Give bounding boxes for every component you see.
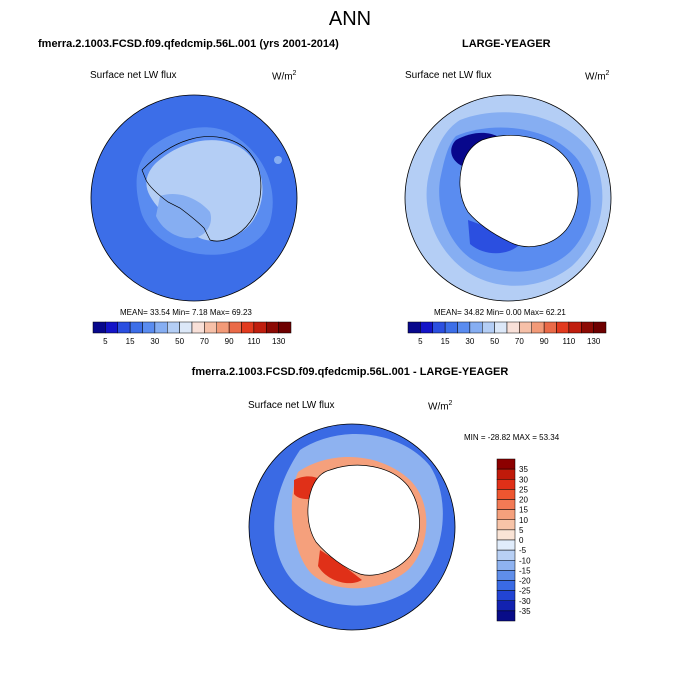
colorbar-tick-label: 5 xyxy=(418,337,423,346)
colorbar-box xyxy=(497,459,515,469)
colorbar-box xyxy=(266,322,278,333)
colorbar-box xyxy=(497,581,515,591)
right-colorbar: 5 15 30 50 70 90 110 130 xyxy=(408,322,606,346)
colorbar-box xyxy=(93,322,105,333)
colorbar-tick-label: 5 xyxy=(103,337,108,346)
colorbar-tick-label: -10 xyxy=(519,556,531,565)
colorbar-box xyxy=(497,520,515,530)
colorbar-box xyxy=(279,322,291,333)
colorbar-box xyxy=(497,510,515,520)
colorbar-box xyxy=(497,469,515,479)
colorbar-tick-label: 15 xyxy=(441,337,450,346)
colorbar-box xyxy=(420,322,432,333)
colorbar-tick-label: -35 xyxy=(519,607,531,616)
colorbar-box xyxy=(433,322,445,333)
colorbar-tick-label: 70 xyxy=(515,337,524,346)
colorbar-tick-label: 110 xyxy=(247,337,260,346)
colorbar-box xyxy=(130,322,142,333)
colorbar-box xyxy=(532,322,544,333)
colorbar-tick-label: 15 xyxy=(126,337,135,346)
colorbar-tick-label: 20 xyxy=(519,496,528,505)
diff-colorbar: 353025 20151050-5-10-15 -20-25-30-35 xyxy=(497,459,531,621)
colorbar-box xyxy=(497,601,515,611)
colorbar-tick-label: 15 xyxy=(519,506,528,515)
colorbar-box xyxy=(507,322,519,333)
colorbar-box xyxy=(254,322,266,333)
colorbar-box xyxy=(445,322,457,333)
colorbar-tick-label: -25 xyxy=(519,587,531,596)
colorbar-box xyxy=(217,322,229,333)
colorbar-box xyxy=(497,540,515,550)
colorbar-box xyxy=(497,479,515,489)
colorbar-tick-label: -30 xyxy=(519,597,531,606)
colorbar-box xyxy=(497,550,515,560)
left-ocean-patch xyxy=(274,156,282,164)
colorbar-tick-label: 90 xyxy=(540,337,549,346)
colorbar-tick-label: -20 xyxy=(519,577,531,586)
colorbar-tick-label: 35 xyxy=(519,465,528,474)
colorbar-tick-label: 5 xyxy=(519,526,524,535)
colorbar-tick-label: 130 xyxy=(272,337,286,346)
colorbar-box xyxy=(569,322,581,333)
colorbar-box xyxy=(482,322,494,333)
colorbar-tick-label: 50 xyxy=(490,337,499,346)
colorbar-box xyxy=(497,611,515,621)
colorbar-box xyxy=(497,530,515,540)
colorbar-tick-label: 70 xyxy=(200,337,209,346)
colorbar-box xyxy=(229,322,241,333)
colorbar-tick-label: 0 xyxy=(519,536,524,545)
left-map xyxy=(88,92,300,304)
colorbar-tick-label: 30 xyxy=(519,475,528,484)
colorbar-box xyxy=(180,322,192,333)
colorbar-box xyxy=(458,322,470,333)
colorbar-tick-label: 10 xyxy=(519,516,528,525)
colorbar-tick-label: -5 xyxy=(519,546,527,555)
colorbar-tick-label: 25 xyxy=(519,485,528,494)
colorbar-box xyxy=(143,322,155,333)
colorbar-box xyxy=(495,322,507,333)
colorbar-box xyxy=(497,500,515,510)
colorbar-box xyxy=(204,322,216,333)
colorbar-tick-label: 110 xyxy=(562,337,575,346)
colorbar-tick-label: 130 xyxy=(587,337,601,346)
colorbar-box xyxy=(519,322,531,333)
diff-map xyxy=(246,421,458,633)
colorbar-tick-label: 90 xyxy=(225,337,234,346)
colorbar-box xyxy=(497,489,515,499)
colorbar-box xyxy=(470,322,482,333)
colorbar-tick-label: 30 xyxy=(150,337,159,346)
colorbar-box xyxy=(408,322,420,333)
colorbar-box xyxy=(167,322,179,333)
colorbar-box xyxy=(497,560,515,570)
colorbar-box xyxy=(242,322,254,333)
colorbar-box xyxy=(155,322,167,333)
right-map xyxy=(402,92,614,304)
colorbar-box xyxy=(118,322,130,333)
colorbar-box xyxy=(497,570,515,580)
colorbar-tick-label: -15 xyxy=(519,566,531,575)
colorbar-box xyxy=(557,322,569,333)
colorbar-tick-label: 50 xyxy=(175,337,184,346)
colorbar-box xyxy=(105,322,117,333)
colorbar-box xyxy=(581,322,593,333)
colorbar-box xyxy=(192,322,204,333)
colorbar-box xyxy=(497,591,515,601)
left-colorbar: 5 15 30 50 70 90 110 130 xyxy=(93,322,291,346)
colorbar-box xyxy=(544,322,556,333)
colorbar-tick-label: 30 xyxy=(465,337,474,346)
colorbar-box xyxy=(594,322,606,333)
